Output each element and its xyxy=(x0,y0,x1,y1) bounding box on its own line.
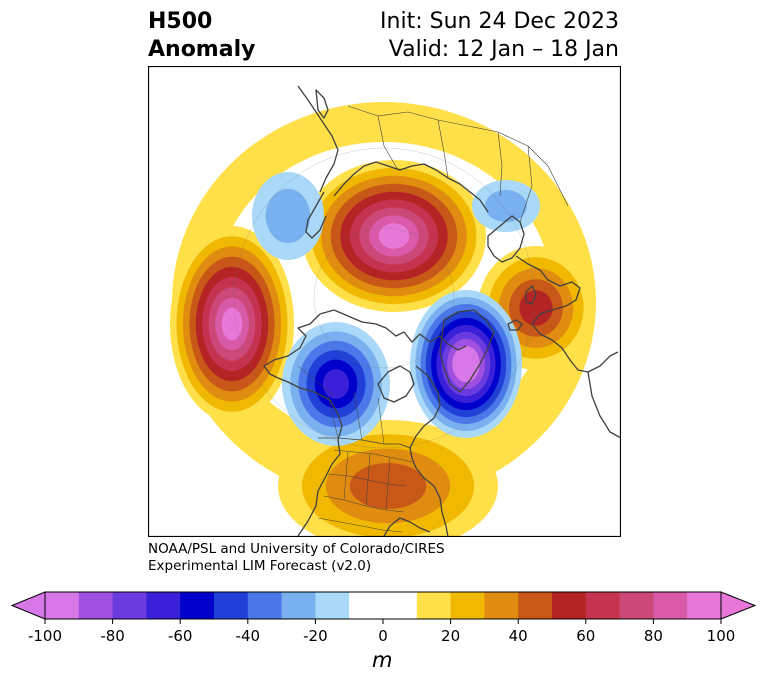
anomaly-field xyxy=(170,102,596,537)
colorbar-tick-label: 40 xyxy=(509,627,528,645)
init-date: Init: Sun 24 Dec 2023 xyxy=(380,9,619,34)
colorbar-cell xyxy=(687,592,722,619)
colorbar-cell xyxy=(585,592,621,619)
map-title: H500 Anomaly xyxy=(148,8,255,64)
map-frame xyxy=(148,66,621,537)
colorbar-tick-label: -60 xyxy=(168,627,193,645)
colorbar-tick-label: -20 xyxy=(303,627,328,645)
colorbar-cell xyxy=(112,592,147,619)
valid-range: Valid: 12 Jan – 18 Jan xyxy=(388,37,619,62)
colorbar-cell xyxy=(653,592,688,619)
colorbar-tick-label: -100 xyxy=(28,627,62,645)
colorbar-cell xyxy=(180,592,215,619)
anomaly-contour xyxy=(519,290,553,326)
colorbar-cell xyxy=(78,592,114,619)
colorbar-cell xyxy=(383,592,418,619)
colorbar-cell xyxy=(416,592,452,619)
colorbar-cell xyxy=(518,592,553,619)
coast-east-canada xyxy=(409,365,441,469)
us-canada-border xyxy=(318,437,411,449)
coast-hudson-bay xyxy=(377,365,415,403)
colorbar-cell xyxy=(484,592,519,619)
colorbar-cell xyxy=(619,592,654,619)
colorbar: -100 -80 -60 -40 -20 0 20 40 60 80 100 xyxy=(10,591,757,645)
coast-japan xyxy=(315,89,329,119)
coast-iceland xyxy=(507,319,523,331)
colorbar-cell xyxy=(214,592,249,619)
colorbar-tick-label: 0 xyxy=(378,627,388,645)
grid-meridians xyxy=(233,147,535,449)
coast-arctic-canada xyxy=(333,309,467,351)
coast-gulf xyxy=(383,517,431,537)
coast-europe xyxy=(515,255,589,373)
anomaly-contour xyxy=(322,369,350,399)
colorbar-cell xyxy=(45,592,80,619)
title-line-2: Anomaly xyxy=(148,37,256,62)
colorbar-cell xyxy=(315,592,350,619)
colorbar-tick-label: 100 xyxy=(707,627,736,645)
anomaly-contour xyxy=(457,352,475,376)
credit-line-2: Experimental LIM Forecast (v2.0) xyxy=(148,558,372,574)
asia-borders xyxy=(347,105,569,223)
colorbar-tick-label: 80 xyxy=(644,627,663,645)
colorbar-unit: m xyxy=(372,648,393,672)
colorbar-cell xyxy=(146,592,181,619)
anomaly-contour xyxy=(378,223,410,249)
coastlines xyxy=(263,85,621,537)
coast-africa xyxy=(587,371,621,439)
anomaly-contour xyxy=(221,307,243,341)
coast-east-asia xyxy=(297,85,339,193)
anomaly-contour xyxy=(265,188,311,244)
colorbar-tick-label: 20 xyxy=(441,627,460,645)
coast-kamchatka xyxy=(305,191,327,239)
colorbar-extend-high xyxy=(720,591,757,620)
credit-line-1: NOAA/PSL and University of Colorado/CIRE… xyxy=(148,541,445,557)
coast-north-america-west xyxy=(263,309,343,537)
coast-greenland xyxy=(439,309,495,393)
anomaly-map xyxy=(148,66,621,537)
coast-us-east xyxy=(415,467,449,537)
forecast-dates: Init: Sun 24 Dec 2023 Valid: 12 Jan – 18… xyxy=(380,8,619,64)
colorbar-cell xyxy=(349,592,384,619)
anomaly-contour xyxy=(485,190,527,222)
colorbar-cell xyxy=(247,592,283,619)
colorbar-extend-low xyxy=(10,591,46,620)
colorbar-cells xyxy=(10,591,757,620)
colorbar-tick-label: -40 xyxy=(236,627,261,645)
colorbar-cell xyxy=(281,592,316,619)
coast-siberia xyxy=(333,161,489,213)
canada-provinces xyxy=(297,365,385,445)
coast-mediterranean xyxy=(587,351,619,373)
coast-british-isles xyxy=(525,285,537,305)
colorbar-cell xyxy=(552,592,587,619)
coast-scandinavia xyxy=(487,215,525,263)
colorbar-tick-label: 60 xyxy=(576,627,595,645)
colorbar-cell xyxy=(450,592,485,619)
title-line-1: H500 xyxy=(148,9,213,34)
colorbar-tick-label: -80 xyxy=(100,627,125,645)
us-states xyxy=(317,449,413,533)
colorbar-ticks: -100 -80 -60 -40 -20 0 20 40 60 80 100 xyxy=(28,619,735,645)
credit-text: NOAA/PSL and University of Colorado/CIRE… xyxy=(148,541,445,575)
